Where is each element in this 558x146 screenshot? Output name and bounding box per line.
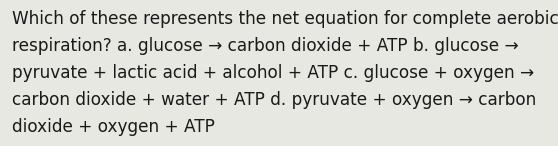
Text: respiration? a. glucose → carbon dioxide + ATP b. glucose →: respiration? a. glucose → carbon dioxide… (12, 37, 519, 55)
Text: carbon dioxide + water + ATP d. pyruvate + oxygen → carbon: carbon dioxide + water + ATP d. pyruvate… (12, 91, 537, 109)
Text: pyruvate + lactic acid + alcohol + ATP c. glucose + oxygen →: pyruvate + lactic acid + alcohol + ATP c… (12, 64, 535, 82)
Text: Which of these represents the net equation for complete aerobic: Which of these represents the net equati… (12, 10, 558, 28)
Text: dioxide + oxygen + ATP: dioxide + oxygen + ATP (12, 118, 215, 136)
